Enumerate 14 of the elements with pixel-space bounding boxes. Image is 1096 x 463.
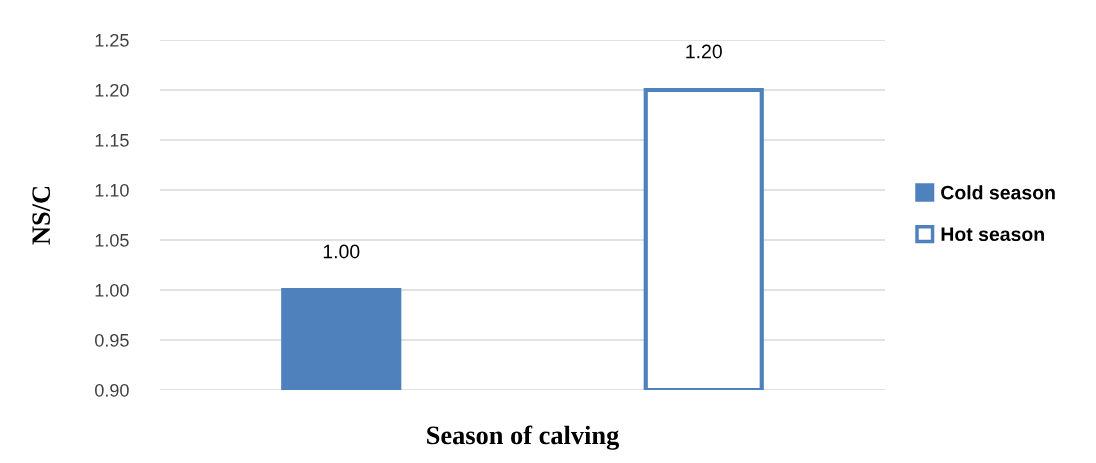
y-tick-label: 1.00 — [95, 283, 129, 297]
data-label: 1.20 — [686, 44, 722, 59]
y-tick-label: 1.25 — [95, 33, 129, 47]
y-tick-label: 0.90 — [95, 383, 129, 397]
y-tick-label: 1.10 — [95, 183, 129, 197]
y-tick-label: 1.15 — [95, 134, 129, 147]
y-tick-label: 0.95 — [95, 333, 129, 347]
y-axis-title: NS/C — [32, 186, 51, 245]
legend-label: Cold season — [941, 185, 1055, 200]
x-axis-title: Season of calving — [427, 425, 620, 450]
legend-label: Hot season — [941, 227, 1044, 242]
data-label: 1.00 — [323, 244, 360, 259]
y-tick-label: 1.05 — [95, 233, 129, 247]
y-tick-label: 1.20 — [95, 83, 129, 97]
